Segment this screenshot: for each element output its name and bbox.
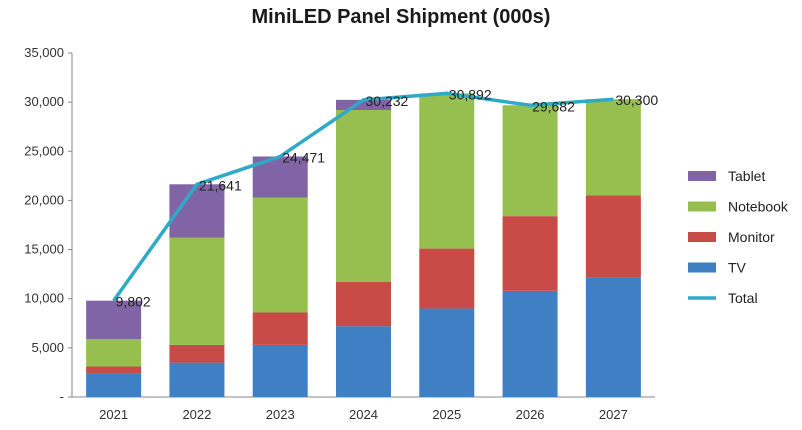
x-tick-label: 2026 [516, 407, 545, 422]
bar-notebook-2025 [419, 93, 475, 249]
y-tick-label: - [60, 389, 64, 404]
x-tick-label: 2027 [599, 407, 628, 422]
bar-notebook-2022 [169, 237, 225, 345]
bar-notebook-2021 [86, 339, 142, 367]
data-label-2023: 24,471 [282, 149, 325, 165]
legend-swatch-tablet [688, 171, 716, 181]
bar-tablet-2021 [86, 300, 142, 340]
bar-tv-2027 [585, 277, 641, 397]
y-tick-label: 25,000 [24, 143, 64, 158]
legend-swatch-monitor [688, 232, 716, 242]
y-tick-label: 20,000 [24, 192, 64, 207]
data-label-2026: 29,682 [532, 98, 575, 114]
x-tick-label: 2024 [349, 407, 378, 422]
bar-monitor-2021 [86, 366, 142, 374]
bar-notebook-2023 [252, 197, 308, 313]
bar-tv-2023 [252, 344, 308, 397]
bar-notebook-2024 [336, 110, 391, 283]
bar-notebook-2027 [585, 99, 641, 196]
bar-monitor-2024 [336, 282, 391, 327]
legend-label-total: Total [728, 290, 758, 306]
bar-tablet-2024 [336, 99, 391, 111]
data-label-2021: 9,802 [116, 294, 151, 310]
data-label-2025: 30,892 [449, 86, 492, 102]
y-tick-label: 35,000 [24, 45, 64, 60]
y-tick-label: 15,000 [24, 242, 64, 257]
bar-monitor-2026 [502, 216, 558, 291]
bar-monitor-2027 [585, 195, 641, 278]
y-tick-label: 5,000 [31, 340, 64, 355]
bar-monitor-2022 [169, 344, 225, 363]
bar-tv-2021 [86, 373, 142, 397]
data-label-2022: 21,641 [199, 177, 242, 193]
total-line [112, 91, 614, 302]
legend-label-tv: TV [728, 260, 747, 276]
x-tick-label: 2022 [182, 407, 211, 422]
bar-tv-2024 [336, 326, 391, 397]
x-tick-label: 2021 [99, 407, 128, 422]
bar-tv-2025 [419, 308, 475, 397]
bar-monitor-2025 [419, 248, 475, 309]
legend-label-monitor: Monitor [728, 229, 775, 245]
legend-label-tablet: Tablet [728, 168, 765, 184]
bar-notebook-2026 [502, 105, 558, 217]
data-label-2024: 30,232 [366, 93, 409, 109]
bar-tv-2022 [169, 362, 225, 397]
bar-tv-2026 [502, 290, 558, 397]
x-tick-label: 2025 [432, 407, 461, 422]
data-label-2027: 30,300 [615, 92, 658, 108]
x-tick-label: 2023 [266, 407, 295, 422]
bar-monitor-2023 [252, 312, 308, 345]
legend-swatch-notebook [688, 201, 716, 212]
legend-swatch-tv [688, 262, 716, 273]
chart-title: MiniLED Panel Shipment (000s) [251, 6, 551, 28]
legend-label-notebook: Notebook [728, 199, 789, 215]
y-tick-label: 30,000 [24, 94, 64, 109]
y-tick-label: 10,000 [24, 291, 64, 306]
